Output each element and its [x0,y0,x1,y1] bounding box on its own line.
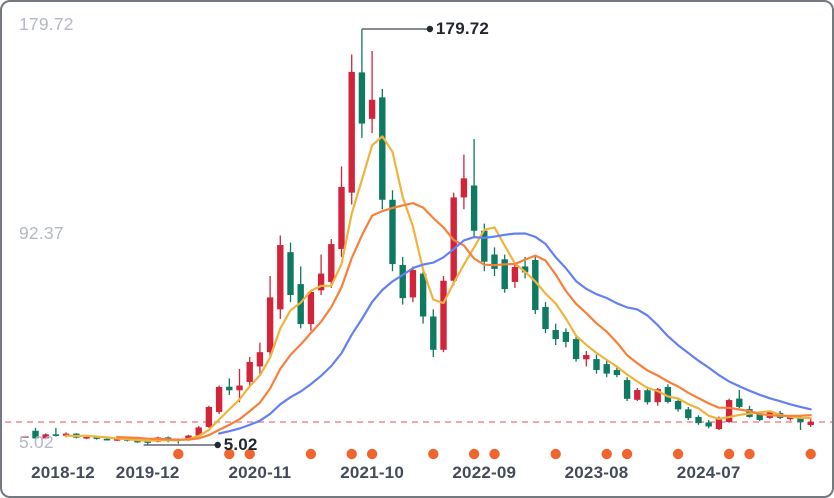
candle-2021-02[interactable] [287,252,294,296]
event-marker-dot[interactable] [621,448,633,460]
candle-2019-11[interactable] [134,440,141,443]
candle-2022-03[interactable] [419,273,427,317]
candle-2021-03[interactable] [297,284,304,325]
candle-2020-11[interactable] [256,352,264,367]
candle-2024-12[interactable] [756,414,763,421]
candle-2023-09[interactable] [603,364,610,374]
candle-2022-07[interactable] [460,178,468,198]
candle-2022-09[interactable] [481,230,488,262]
candle-2023-03[interactable] [542,306,549,330]
ma-5-line [64,135,812,442]
event-marker-dot[interactable] [428,448,439,460]
candle-2024-01[interactable] [644,390,651,403]
candle-2024-08[interactable] [715,417,723,430]
candle-2020-08[interactable] [226,386,233,391]
candle-2019-02[interactable] [42,434,49,439]
candle-2024-04[interactable] [674,400,682,410]
event-marker-dot[interactable] [305,448,317,460]
candle-2024-03[interactable] [664,386,672,402]
candle-2020-12[interactable] [266,297,274,353]
candle-2025-05[interactable] [807,421,814,426]
candle-2019-06[interactable] [83,436,90,439]
candle-2023-05[interactable] [562,331,570,342]
candle-2024-02[interactable] [654,389,661,403]
candle-2019-07[interactable] [93,436,100,439]
event-marker-dot[interactable] [601,448,612,460]
candle-2025-03[interactable] [787,416,794,420]
event-marker-dot[interactable] [550,448,561,460]
candle-2019-08[interactable] [103,438,111,441]
candle-2019-09[interactable] [113,439,121,441]
event-marker-dot[interactable] [672,448,684,460]
candle-2022-10[interactable] [491,254,498,269]
candle-2024-06[interactable] [695,416,702,424]
candle-2022-01[interactable] [399,265,406,299]
candle-2021-12[interactable] [389,199,396,265]
candle-2023-07[interactable] [583,355,590,360]
candle-2020-10[interactable] [246,361,253,382]
candle-2023-12[interactable] [634,390,641,400]
high-callout-dot [426,25,434,33]
candle-2019-01[interactable] [32,430,39,439]
candle-2021-05[interactable] [317,273,325,291]
event-marker-dot[interactable] [805,448,816,460]
event-marker-dot[interactable] [173,448,184,460]
ma-20-line [218,232,812,435]
candle-2021-04[interactable] [307,291,315,325]
event-marker-dot[interactable] [723,448,735,460]
candle-2024-07[interactable] [705,422,712,427]
low-callout-dot [214,441,221,449]
event-marker-dot[interactable] [489,448,500,460]
candle-2025-04[interactable] [797,416,804,422]
event-marker-dot[interactable] [366,448,378,460]
candle-2020-06[interactable] [205,406,213,427]
candle-2021-11[interactable] [379,97,386,200]
candle-2024-09[interactable] [725,400,733,422]
candle-2022-04[interactable] [430,316,437,350]
candle-2023-01[interactable] [521,266,529,273]
candle-2022-05[interactable] [440,280,447,350]
candle-2019-12[interactable] [144,441,151,443]
event-marker-dot[interactable] [468,448,480,460]
event-marker-dot[interactable] [346,448,357,460]
candle-2024-05[interactable] [685,409,692,419]
candle-2022-08[interactable] [470,185,478,231]
candle-2023-08[interactable] [593,359,600,371]
candle-2023-11[interactable] [623,380,631,399]
candle-2021-09[interactable] [358,72,366,124]
candle-2024-10[interactable] [736,398,743,407]
candle-2021-07[interactable] [338,186,345,250]
candle-2020-09[interactable] [236,385,243,391]
candle-2020-05[interactable] [195,427,202,436]
candle-2021-10[interactable] [368,99,376,119]
candle-2023-10[interactable] [613,370,621,376]
candle-2020-07[interactable] [215,386,223,412]
candle-2021-01[interactable] [277,245,284,310]
event-marker-dot[interactable] [744,448,755,460]
candle-2018-12[interactable] [22,436,29,438]
candle-2023-02[interactable] [532,260,539,311]
candle-2022-12[interactable] [511,266,519,282]
candle-2021-06[interactable] [328,244,335,282]
event-marker-dot[interactable] [244,448,255,460]
candle-2022-11[interactable] [501,259,508,290]
event-marker-dot[interactable] [224,448,235,460]
candle-2023-06[interactable] [572,339,580,360]
candle-2022-02[interactable] [409,270,417,298]
ma-10-line [115,202,812,441]
candle-2023-04[interactable] [552,330,559,340]
candle-2019-03[interactable] [52,434,60,436]
candle-2021-08[interactable] [348,71,355,193]
